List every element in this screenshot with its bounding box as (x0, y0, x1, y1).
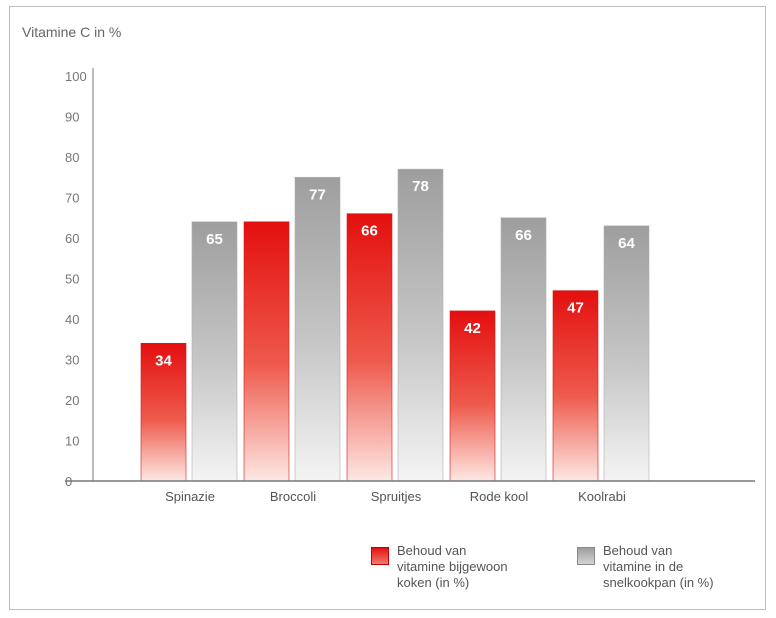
x-tick-label: Broccoli (270, 489, 316, 504)
y-tick-label: 90 (65, 110, 79, 125)
y-tick-label: 20 (65, 393, 79, 408)
x-tick-label: Spruitjes (371, 489, 422, 504)
bar-pressure-cooker (603, 225, 650, 482)
legend-swatch-grey (577, 547, 595, 565)
bar-stovetop (552, 290, 599, 482)
bar-data-label: 47 (567, 300, 584, 317)
y-tick-label: 50 (65, 272, 79, 287)
bar-stovetop (346, 213, 393, 482)
x-tick-label: Rode kool (470, 489, 529, 504)
legend-label-pressure-cooker: Behoud van vitamine in de snelkookpan (i… (603, 543, 714, 590)
legend-item-stovetop: Behoud van vitamine bijgewoon koken (in … (371, 543, 508, 591)
bar-data-label: 77 (309, 186, 326, 203)
bar-pressure-cooker (397, 168, 444, 482)
y-tick-label: 40 (65, 312, 79, 327)
legend-swatch-red (371, 547, 389, 565)
bar-data-label: 66 (515, 227, 532, 244)
bar-data-label: 42 (464, 320, 481, 337)
bar-pressure-cooker (191, 221, 238, 482)
y-tick-label: 100 (65, 69, 87, 84)
bar-data-label: 78 (412, 178, 429, 195)
y-tick-label: 60 (65, 231, 79, 246)
bar-pressure-cooker (294, 176, 341, 482)
bar-stovetop (449, 310, 496, 482)
bar-stovetop (140, 342, 187, 482)
legend-label-stovetop: Behoud van vitamine bijgewoon koken (in … (397, 543, 508, 590)
bar-data-label: 64 (618, 235, 635, 252)
y-tick-label: 80 (65, 150, 79, 165)
bar-pressure-cooker (500, 217, 547, 482)
y-tick-label: 30 (65, 353, 79, 368)
chart-frame: Vitamine C in % 0102030405060708090100 3… (9, 6, 766, 610)
y-tick-label: 10 (65, 434, 79, 449)
y-tick-label: 70 (65, 191, 79, 206)
legend-item-pressure-cooker: Behoud van vitamine in de snelkookpan (i… (577, 543, 714, 591)
bar-stovetop (243, 221, 290, 482)
bar-data-label: 65 (206, 231, 223, 248)
bar-data-label: 34 (155, 352, 172, 369)
bar-chart: Vitamine C in % 0102030405060708090100 3… (22, 24, 755, 504)
x-tick-label: Koolrabi (578, 489, 626, 504)
x-tick-label: Spinazie (165, 489, 215, 504)
chart-title: Vitamine C in % (22, 24, 121, 40)
bar-data-label: 66 (361, 223, 378, 240)
